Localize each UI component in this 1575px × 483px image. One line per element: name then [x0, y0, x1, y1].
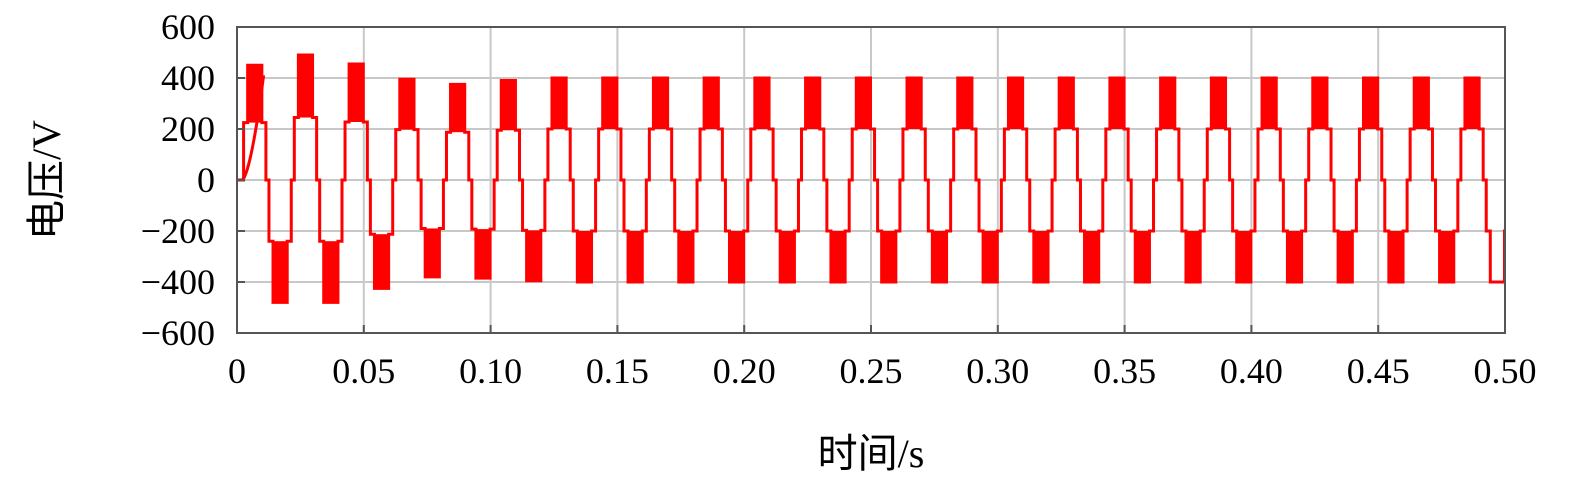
- pwm-band: [425, 228, 440, 277]
- pwm-band: [1033, 231, 1049, 282]
- pwm-band: [349, 63, 364, 122]
- pwm-band: [1388, 231, 1404, 282]
- pwm-band: [450, 84, 465, 133]
- pwm-band: [323, 241, 338, 303]
- pwm-band: [856, 78, 871, 129]
- y-tick-label: 200: [161, 109, 215, 149]
- x-tick-label: 0.45: [1347, 351, 1410, 391]
- pwm-band: [551, 78, 567, 129]
- pwm-band: [805, 78, 820, 129]
- pwm-band: [1287, 231, 1302, 282]
- voltage-waveform: [237, 53, 1506, 304]
- pwm-band: [1414, 78, 1429, 129]
- y-tick-label: 600: [161, 7, 215, 47]
- pwm-band: [1084, 231, 1099, 282]
- voltage-trace: [237, 53, 1506, 304]
- pwm-band: [1135, 231, 1150, 282]
- y-tick-label: 0: [197, 160, 215, 200]
- pwm-band: [1236, 231, 1251, 282]
- x-tick-label: 0.25: [840, 351, 903, 391]
- pwm-band: [628, 231, 643, 282]
- pwm-band: [932, 231, 947, 282]
- pwm-band: [1185, 231, 1201, 282]
- pwm-band: [729, 231, 744, 282]
- pwm-band: [983, 231, 998, 282]
- pwm-band: [247, 65, 262, 123]
- pwm-band: [374, 234, 389, 289]
- x-tick-label: 0.15: [586, 351, 649, 391]
- pwm-band: [298, 55, 313, 118]
- pwm-band: [678, 231, 693, 282]
- pwm-band: [830, 231, 846, 282]
- y-tick-label: −600: [141, 313, 215, 353]
- pwm-band: [754, 78, 770, 129]
- y-axis-ticks: 600 400 200 0 −200 −400 −600: [141, 7, 245, 353]
- pwm-band: [475, 229, 491, 279]
- pwm-band: [653, 78, 668, 129]
- x-tick-label: 0.10: [459, 351, 522, 391]
- x-tick-label: 0.05: [332, 351, 395, 391]
- pwm-band: [1312, 78, 1327, 129]
- pwm-band: [1008, 78, 1023, 129]
- y-tick-label: 400: [161, 58, 215, 98]
- x-tick-label: 0.35: [1093, 351, 1156, 391]
- pwm-band: [273, 241, 288, 303]
- y-tick-label: −400: [141, 262, 215, 302]
- pwm-band: [1439, 231, 1454, 282]
- pwm-band: [1464, 78, 1480, 129]
- pwm-band: [526, 230, 541, 281]
- y-axis-title: 电压/V: [24, 120, 69, 240]
- x-tick-label: 0: [228, 351, 246, 391]
- x-tick-label: 0.50: [1474, 351, 1537, 391]
- x-tick-label: 0.20: [713, 351, 776, 391]
- pwm-band: [399, 79, 415, 130]
- pwm-band: [957, 78, 972, 129]
- pwm-band: [501, 80, 516, 131]
- pwm-band: [602, 78, 617, 129]
- x-tick-label: 0.40: [1220, 351, 1283, 391]
- x-axis-title: 时间/s: [818, 431, 925, 476]
- pwm-band: [1338, 231, 1353, 282]
- x-axis-ticks: 0 0.05 0.10 0.15 0.20 0.25 0.30 0.35 0.40 0.45 0.5…: [228, 325, 1537, 391]
- pwm-band: [1160, 78, 1175, 129]
- pwm-band: [780, 231, 795, 282]
- pwm-band: [1109, 78, 1125, 129]
- x-tick-label: 0.30: [966, 351, 1029, 391]
- pwm-band: [1363, 78, 1378, 129]
- pwm-band: [577, 231, 592, 282]
- pwm-band: [704, 78, 719, 129]
- pwm-band: [881, 231, 896, 282]
- pwm-band: [1262, 78, 1277, 129]
- pwm-band: [907, 78, 922, 129]
- pwm-band: [1059, 78, 1074, 129]
- pwm-band: [1211, 78, 1226, 129]
- y-tick-label: −200: [141, 211, 215, 251]
